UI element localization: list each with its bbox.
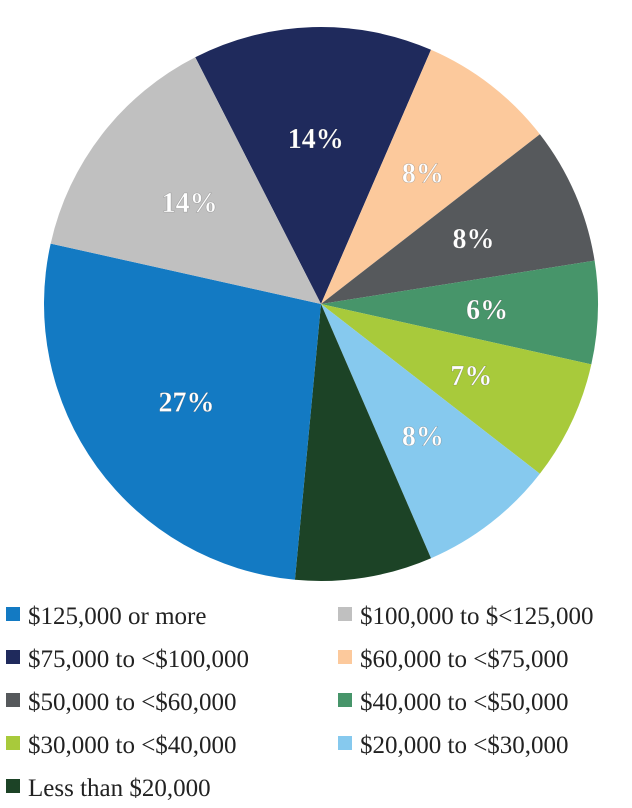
legend-swatch	[6, 607, 20, 621]
pie-slice-75-000-to-100-000	[195, 26, 432, 305]
legend-swatch	[6, 779, 20, 793]
legend-swatch	[338, 736, 352, 750]
legend-item-less-than-20-000: Less than $20,000	[6, 775, 211, 802]
pie-slice-100-000-to-125-000	[50, 57, 322, 304]
data-label-50-000-to-60-000: 8%	[453, 224, 495, 255]
legend-label: $40,000 to <$50,000	[360, 689, 569, 716]
pie-slice-20-000-to-30-000	[321, 304, 540, 559]
legend-item-20-000-to-30-000: $20,000 to <$30,000	[338, 732, 569, 759]
legend-label: $50,000 to <$60,000	[28, 689, 237, 716]
pie-slice-30-000-to-40-000	[321, 304, 592, 474]
legend-item-30-000-to-40-000: $30,000 to <$40,000	[6, 732, 237, 759]
legend-swatch	[338, 693, 352, 707]
pie-data-labels: 14%8%8%6%7%8%27%14%	[158, 124, 508, 453]
legend-label: $125,000 or more	[28, 603, 206, 630]
legend-item-100-000-to-125-000: $100,000 to $<125,000	[338, 603, 594, 630]
data-label-100-000-to-125-000: 14%	[162, 188, 218, 219]
legend-item-50-000-to-60-000: $50,000 to <$60,000	[6, 689, 237, 716]
data-label-60-000-to-75-000: 8%	[402, 159, 444, 190]
pie-slices	[43, 26, 599, 581]
legend-swatch	[338, 650, 352, 664]
pie-slice-less-than-20-000	[294, 304, 432, 581]
data-label-75-000-to-100-000: 14%	[288, 124, 344, 155]
pie-slice-60-000-to-75-000	[321, 49, 540, 304]
legend-label: Less than $20,000	[28, 775, 211, 802]
legend-swatch	[6, 693, 20, 707]
legend-label: $100,000 to $<125,000	[360, 603, 594, 630]
legend-item-60-000-to-75-000: $60,000 to <$75,000	[338, 646, 569, 673]
pie-slice-125-000-or-more	[43, 243, 322, 580]
data-label-125-000-or-more: 27%	[159, 388, 215, 419]
pie-slice-50-000-to-60-000	[321, 134, 595, 304]
legend-label: $60,000 to <$75,000	[360, 646, 569, 673]
data-label-20-000-to-30-000: 8%	[402, 421, 444, 452]
legend-swatch	[6, 650, 20, 664]
legend-label: $20,000 to <$30,000	[360, 732, 569, 759]
legend-swatch	[338, 607, 352, 621]
legend-item-125-000-or-more: $125,000 or more	[6, 603, 206, 630]
legend-swatch	[6, 736, 20, 750]
legend: $125,000 or more $100,000 to $<125,000 $75…	[6, 603, 594, 802]
pie-slice-40-000-to-50-000	[321, 260, 599, 365]
legend-label: $75,000 to <$100,000	[28, 646, 249, 673]
data-label-30-000-to-40-000: 7%	[450, 361, 492, 392]
legend-item-75-000-to-100-000: $75,000 to <$100,000	[6, 646, 249, 673]
legend-item-40-000-to-50-000: $40,000 to <$50,000	[338, 689, 569, 716]
data-label-40-000-to-50-000: 6%	[466, 295, 508, 326]
legend-label: $30,000 to <$40,000	[28, 732, 237, 759]
